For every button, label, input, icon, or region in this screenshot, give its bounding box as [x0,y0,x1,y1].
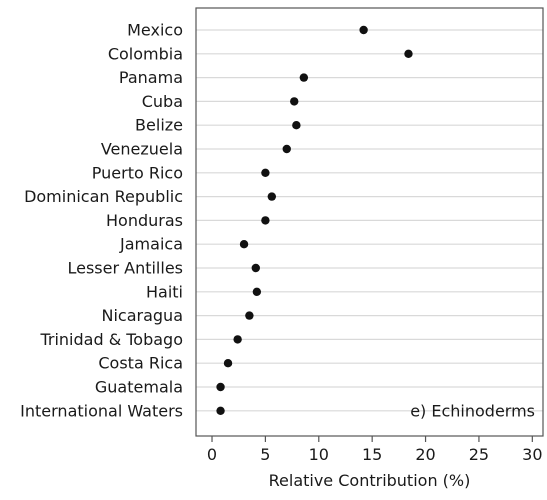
data-point-jamaica [239,240,249,249]
plot-frame [195,7,544,437]
data-point-colombia [404,49,413,58]
data-point-trinidad-and-tobago [233,335,242,344]
data-point-venezuela [282,144,291,154]
x-axis-title: Relative Contribution (%) [269,471,471,490]
category-label-venezuela: Venezuela [101,140,183,159]
panel-annotation: e) Echinoderms [410,401,535,420]
category-label-costa-rica: Costa Rica [98,354,183,373]
category-label-puerto-rico: Puerto Rico [92,163,183,182]
category-labels: Mexico Colombia Panama Cuba Belize Venezuela P… [20,21,183,421]
data-point-guatemala [216,382,225,392]
data-point-cuba [290,97,299,106]
data-point-costa-rica [223,359,233,368]
x-tick-label-30: 30 [522,445,542,464]
data-point-mexico [359,25,368,35]
category-label-international-waters: International Waters [20,401,183,420]
category-label-dominican-republic: Dominican Republic [24,187,183,206]
data-point-lesser-antilles [251,263,260,273]
x-axis-ticks: 0 5 10 15 20 25 30 [207,436,543,464]
category-label-haiti: Haiti [146,282,183,301]
grid-layer [196,29,543,412]
x-tick-label-20: 20 [415,445,435,464]
category-label-honduras: Honduras [106,211,183,230]
data-point-panama [299,73,309,82]
x-tick-label-10: 10 [309,445,329,464]
category-label-jamaica: Jamaica [119,235,183,254]
data-point-haiti [252,287,262,296]
x-tick-label-5: 5 [260,445,270,464]
data-points [216,25,413,415]
x-tick-label-25: 25 [469,445,489,464]
category-label-nicaragua: Nicaragua [102,306,184,325]
category-label-guatemala: Guatemala [95,378,183,397]
data-point-belize [292,121,301,130]
category-label-belize: Belize [135,116,183,135]
x-tick-label-0: 0 [207,445,217,464]
data-point-dominican-republic [267,192,277,201]
category-label-lesser-antilles: Lesser Antilles [67,259,183,278]
data-point-nicaragua [245,311,254,320]
category-label-cuba: Cuba [142,92,183,111]
data-point-puerto-rico [261,168,270,177]
x-tick-label-15: 15 [362,445,382,464]
category-label-trinidad-and-tobago: Trinidad & Tobago [39,330,183,349]
data-point-international-waters [216,406,225,415]
category-label-panama: Panama [119,68,183,87]
category-label-mexico: Mexico [127,21,183,40]
category-label-colombia: Colombia [108,44,183,63]
data-point-honduras [261,216,270,225]
